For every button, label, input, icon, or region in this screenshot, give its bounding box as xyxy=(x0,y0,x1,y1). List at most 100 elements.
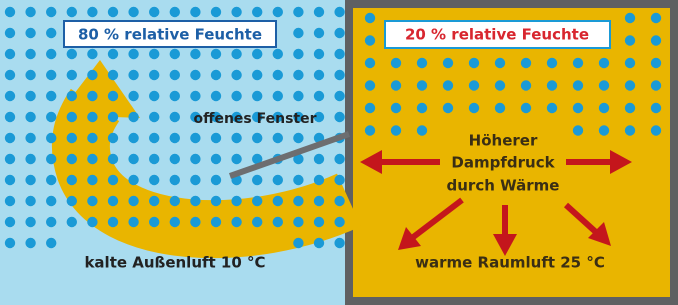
dot xyxy=(314,238,324,248)
window-label: offenes Fenster xyxy=(193,111,316,127)
dot xyxy=(67,196,77,206)
dot xyxy=(108,91,118,101)
dot xyxy=(5,196,15,206)
dot xyxy=(190,217,200,227)
dot xyxy=(46,133,56,143)
dot xyxy=(5,7,15,17)
dot xyxy=(149,154,159,164)
dot xyxy=(252,91,262,101)
dot xyxy=(25,133,35,143)
dot xyxy=(170,91,180,101)
dot xyxy=(521,58,531,68)
dot xyxy=(273,70,283,80)
dot xyxy=(625,13,635,23)
dot xyxy=(365,58,375,68)
dot xyxy=(211,154,221,164)
dot xyxy=(190,196,200,206)
dot xyxy=(149,70,159,80)
dot xyxy=(46,154,56,164)
dot xyxy=(443,103,453,113)
dot xyxy=(273,91,283,101)
dot xyxy=(25,91,35,101)
dot xyxy=(293,91,303,101)
dot xyxy=(651,35,661,45)
dot xyxy=(5,112,15,122)
dot xyxy=(67,70,77,80)
dot xyxy=(625,80,635,90)
dot xyxy=(149,175,159,185)
dot xyxy=(231,91,241,101)
dot xyxy=(190,70,200,80)
dot xyxy=(231,7,241,17)
dot xyxy=(334,112,344,122)
dot xyxy=(108,154,118,164)
dot xyxy=(128,49,138,59)
dot xyxy=(231,217,241,227)
dot xyxy=(273,49,283,59)
dot xyxy=(46,238,56,248)
dot xyxy=(108,70,118,80)
dot xyxy=(314,70,324,80)
dot xyxy=(211,175,221,185)
diagram: 80 % relative Feuchte 20 % relative Feuc… xyxy=(0,0,678,305)
dot xyxy=(149,7,159,17)
dot xyxy=(334,28,344,38)
dot xyxy=(87,70,97,80)
dot xyxy=(25,28,35,38)
dot xyxy=(293,175,303,185)
dot xyxy=(391,125,401,135)
dot xyxy=(46,112,56,122)
dot xyxy=(314,154,324,164)
dot xyxy=(625,103,635,113)
dot xyxy=(651,125,661,135)
dot xyxy=(5,217,15,227)
pressure-text: durch Wärme xyxy=(447,177,560,195)
dot xyxy=(334,70,344,80)
dot xyxy=(469,103,479,113)
dot xyxy=(170,133,180,143)
dot xyxy=(67,133,77,143)
dot xyxy=(87,49,97,59)
dot xyxy=(108,175,118,185)
dot xyxy=(5,154,15,164)
dot xyxy=(273,175,283,185)
dot xyxy=(170,49,180,59)
dot xyxy=(273,7,283,17)
dot xyxy=(211,49,221,59)
dot xyxy=(170,70,180,80)
dot xyxy=(5,238,15,248)
dot xyxy=(252,7,262,17)
dot xyxy=(190,91,200,101)
dot xyxy=(128,154,138,164)
dot xyxy=(365,13,375,23)
dot xyxy=(5,28,15,38)
dot xyxy=(5,49,15,59)
dot xyxy=(170,217,180,227)
dot xyxy=(190,133,200,143)
dot xyxy=(67,175,77,185)
dot xyxy=(25,217,35,227)
dot xyxy=(417,80,427,90)
dot xyxy=(5,175,15,185)
dot xyxy=(231,196,241,206)
dot xyxy=(149,49,159,59)
dot xyxy=(495,58,505,68)
dot xyxy=(128,91,138,101)
dot xyxy=(293,238,303,248)
dot xyxy=(67,7,77,17)
dot xyxy=(443,80,453,90)
dot xyxy=(190,49,200,59)
dot xyxy=(67,154,77,164)
inside-temperature: warme Raumluft 25 °C xyxy=(415,254,605,272)
dot xyxy=(87,91,97,101)
dot xyxy=(521,80,531,90)
dot xyxy=(5,70,15,80)
dot xyxy=(170,7,180,17)
dot xyxy=(293,196,303,206)
dot xyxy=(651,103,661,113)
dot xyxy=(252,175,262,185)
dot xyxy=(231,70,241,80)
dot xyxy=(170,196,180,206)
dot xyxy=(190,154,200,164)
dot xyxy=(5,133,15,143)
